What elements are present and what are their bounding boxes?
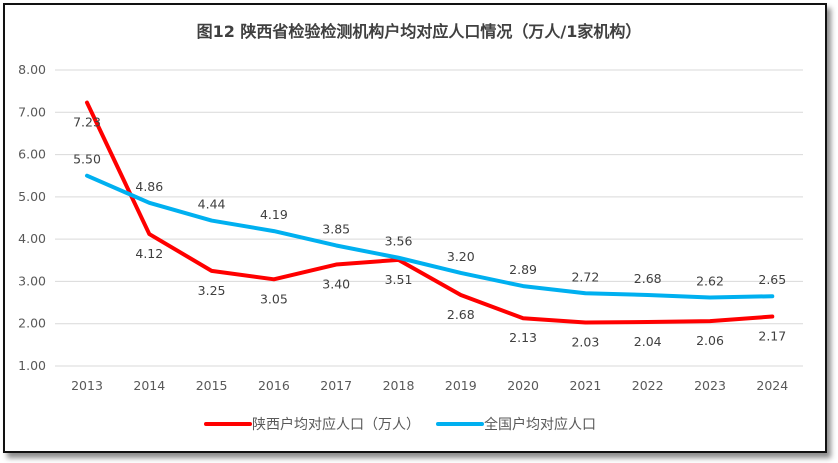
series-line-1 (85, 100, 775, 325)
x-tick-label: 2019 (445, 378, 477, 393)
x-tick-label: 2022 (632, 378, 664, 393)
data-label: 3.56 (385, 234, 413, 249)
data-label: 2.72 (571, 269, 599, 284)
data-label: 7.23 (73, 115, 101, 130)
data-label: 3.05 (260, 291, 288, 306)
x-tick-label: 2013 (71, 378, 103, 393)
data-label: 3.85 (322, 221, 350, 236)
data-label: 2.06 (696, 333, 724, 348)
x-tick-label: 2018 (383, 378, 415, 393)
x-tick-label: 2016 (258, 378, 290, 393)
chart-frame (3, 3, 827, 453)
data-label: 3.51 (385, 272, 413, 287)
y-tick-label: 8.00 (18, 62, 46, 77)
data-label: 2.65 (758, 272, 786, 287)
data-label: 4.19 (260, 207, 288, 222)
y-tick-label: 1.00 (18, 358, 46, 373)
data-label: 4.86 (135, 179, 163, 194)
y-tick-label: 7.00 (18, 104, 46, 119)
data-label: 2.03 (571, 334, 599, 349)
series-line-2 (85, 173, 775, 300)
data-label: 2.89 (509, 262, 537, 277)
x-tick-label: 2021 (569, 378, 601, 393)
data-label: 2.13 (509, 330, 537, 345)
data-label: 2.17 (758, 329, 786, 344)
x-tick-label: 2017 (320, 378, 352, 393)
x-tick-label: 2014 (133, 378, 165, 393)
data-label: 3.20 (447, 249, 475, 264)
legend-label: 全国户均对应人口 (484, 416, 596, 433)
x-tick-label: 2015 (196, 378, 228, 393)
data-label: 5.50 (73, 152, 101, 167)
y-tick-label: 3.00 (18, 273, 46, 288)
data-label: 4.12 (135, 246, 163, 261)
y-tick-label: 2.00 (18, 316, 46, 331)
y-tick-label: 5.00 (18, 189, 46, 204)
data-label: 2.68 (634, 271, 662, 286)
data-label: 2.04 (634, 334, 662, 349)
legend-label: 陕西户均对应人口（万人） (252, 416, 420, 433)
chart-title: 图12 陕西省检验检测机构户均对应人口情况（万人/1家机构） (196, 22, 642, 41)
x-tick-label: 2023 (694, 378, 726, 393)
data-label: 2.62 (696, 273, 724, 288)
data-label: 2.68 (447, 307, 475, 322)
y-tick-label: 4.00 (18, 231, 46, 246)
y-tick-label: 6.00 (18, 147, 46, 162)
x-tick-label: 2020 (507, 378, 539, 393)
data-label: 4.44 (198, 197, 226, 212)
data-label: 3.40 (322, 277, 350, 292)
data-label: 3.25 (198, 283, 226, 298)
x-tick-label: 2024 (756, 378, 788, 393)
